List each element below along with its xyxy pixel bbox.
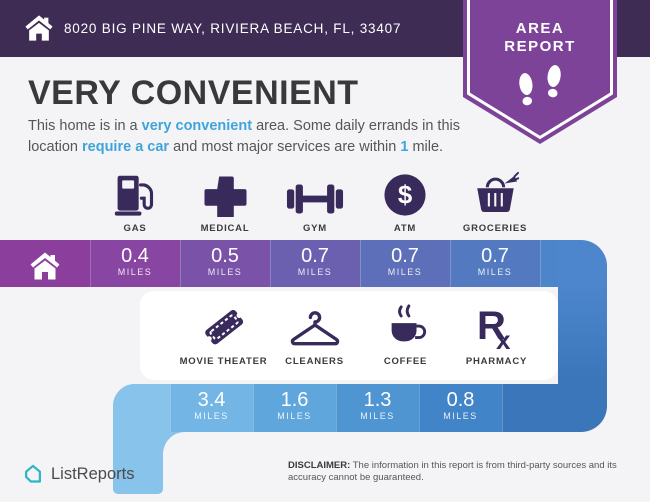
summary-highlight: very convenient bbox=[141, 118, 253, 134]
distance-band-row1: 0.4 MILES 0.5 MILES 0.7 MILES 0.7 MILES … bbox=[0, 240, 558, 287]
distance-unit: MILES bbox=[477, 267, 513, 277]
distance-unit: MILES bbox=[297, 267, 333, 277]
movie-ticket-icon bbox=[204, 310, 243, 345]
distance-cell-groceries: 0.7 MILES bbox=[450, 240, 540, 287]
distance-value: 3.4 bbox=[197, 389, 226, 411]
home-icon bbox=[30, 252, 60, 280]
dumbbell-icon bbox=[286, 184, 344, 214]
distance-value: 0.5 bbox=[211, 245, 239, 267]
badge-line1: AREA bbox=[515, 20, 565, 37]
summary-plain: This home is in a bbox=[28, 118, 142, 134]
footprints-icon bbox=[519, 65, 561, 106]
hanger-icon bbox=[290, 311, 339, 346]
distance-cell-movie-theater: 3.4 MILES bbox=[170, 384, 253, 432]
rx-icon: R x bbox=[477, 304, 511, 350]
band-connector-right bbox=[558, 240, 607, 432]
distance-cell-cleaners: 1.6 MILES bbox=[253, 384, 336, 432]
summary-plain: mile. bbox=[408, 139, 444, 155]
distance-value: 1.6 bbox=[280, 389, 309, 411]
gas-pump-icon bbox=[114, 175, 154, 216]
grocery-basket-icon bbox=[477, 171, 519, 213]
badge-title: AREA REPORT bbox=[463, 20, 617, 56]
distance-value: 1.3 bbox=[363, 389, 392, 411]
amenity-label: COFFEE bbox=[383, 356, 428, 367]
disclaimer-label: DISCLAIMER: bbox=[288, 460, 351, 471]
amenity-pharmacy: R x PHARMACY bbox=[451, 300, 542, 367]
listreports-logo-icon bbox=[25, 464, 41, 483]
badge-ribbon bbox=[463, 0, 617, 144]
band2-leading bbox=[113, 384, 170, 432]
distance-cell-atm: 0.7 MILES bbox=[360, 240, 450, 287]
dollar-circle-icon: $ bbox=[384, 174, 426, 216]
distance-cell-pharmacy: 0.8 MILES bbox=[419, 384, 502, 432]
badge-line2: REPORT bbox=[504, 38, 576, 55]
amenity-row-1: GAS MEDICAL GYM $ ATM bbox=[90, 167, 540, 234]
amenity-atm: $ ATM bbox=[360, 167, 450, 234]
distance-unit: MILES bbox=[360, 411, 395, 421]
distance-cell-coffee: 1.3 MILES bbox=[336, 384, 419, 432]
distance-unit: MILES bbox=[117, 267, 153, 277]
distance-unit: MILES bbox=[277, 411, 312, 421]
amenities-card: MOVIE THEATER CLEANERS COFFEE R x bbox=[140, 291, 558, 380]
summary-plain: area. Some daily errands in this locatio… bbox=[28, 118, 460, 155]
band-inner-corner bbox=[163, 432, 185, 454]
amenity-label: GROCERIES bbox=[462, 223, 528, 234]
medical-cross-icon bbox=[203, 176, 247, 217]
coffee-cup-icon bbox=[391, 304, 426, 342]
disclaimer-text: The information in this report is from t… bbox=[288, 460, 617, 483]
distance-unit: MILES bbox=[207, 267, 243, 277]
amenity-groceries: GROCERIES bbox=[450, 167, 540, 234]
summary-plain: and most major services are within bbox=[169, 139, 401, 155]
amenity-label: CLEANERS bbox=[285, 356, 344, 367]
amenity-label: ATM bbox=[393, 223, 417, 234]
amenity-label: GYM bbox=[302, 223, 328, 234]
area-report-badge: AREA REPORT bbox=[463, 0, 617, 150]
summary-text: This home is in a very convenient area. … bbox=[28, 116, 483, 158]
svg-text:R: R bbox=[477, 304, 506, 348]
home-cell bbox=[0, 240, 90, 287]
amenity-gas: GAS bbox=[90, 167, 180, 234]
distance-unit: MILES bbox=[387, 267, 423, 277]
amenity-label: GAS bbox=[123, 223, 147, 234]
amenity-coffee: COFFEE bbox=[360, 300, 451, 367]
distance-cell-gym: 0.7 MILES bbox=[270, 240, 360, 287]
distance-unit: MILES bbox=[443, 411, 478, 421]
amenity-row-2: MOVIE THEATER CLEANERS COFFEE R x bbox=[178, 300, 542, 367]
amenity-medical: MEDICAL bbox=[180, 167, 270, 234]
home-icon bbox=[25, 15, 53, 41]
summary-highlight: require a car bbox=[82, 139, 170, 155]
brand-logo: ListReports bbox=[22, 463, 134, 485]
amenity-cleaners: CLEANERS bbox=[269, 300, 360, 367]
svg-text:x: x bbox=[496, 325, 511, 350]
brand-wordmark: ListReports bbox=[51, 464, 135, 483]
amenity-label: MEDICAL bbox=[200, 223, 250, 234]
distance-value: 0.7 bbox=[391, 245, 419, 267]
amenity-label: MOVIE THEATER bbox=[179, 356, 268, 367]
distance-value: 0.7 bbox=[301, 245, 329, 267]
summary-highlight: 1 bbox=[400, 139, 409, 155]
band2-trailing bbox=[502, 384, 558, 432]
distance-value: 0.8 bbox=[446, 389, 475, 411]
page-title: VERY CONVENIENT bbox=[28, 74, 359, 112]
band1-trailing bbox=[540, 240, 558, 287]
amenity-label: PHARMACY bbox=[465, 356, 528, 367]
amenity-gym: GYM bbox=[270, 167, 360, 234]
amenity-movie-theater: MOVIE THEATER bbox=[178, 300, 269, 367]
distance-band-row2: 3.4 MILES 1.6 MILES 1.3 MILES 0.8 MILES bbox=[113, 384, 558, 432]
property-address: 8020 BIG PINE WAY, RIVIERA BEACH, FL, 33… bbox=[64, 21, 402, 36]
distance-unit: MILES bbox=[194, 411, 229, 421]
distance-value: 0.4 bbox=[121, 245, 149, 267]
distance-cell-gas: 0.4 MILES bbox=[90, 240, 180, 287]
distance-cell-medical: 0.5 MILES bbox=[180, 240, 270, 287]
distance-value: 0.7 bbox=[481, 245, 509, 267]
svg-text:$: $ bbox=[398, 182, 412, 210]
disclaimer: DISCLAIMER: The information in this repo… bbox=[288, 460, 628, 484]
